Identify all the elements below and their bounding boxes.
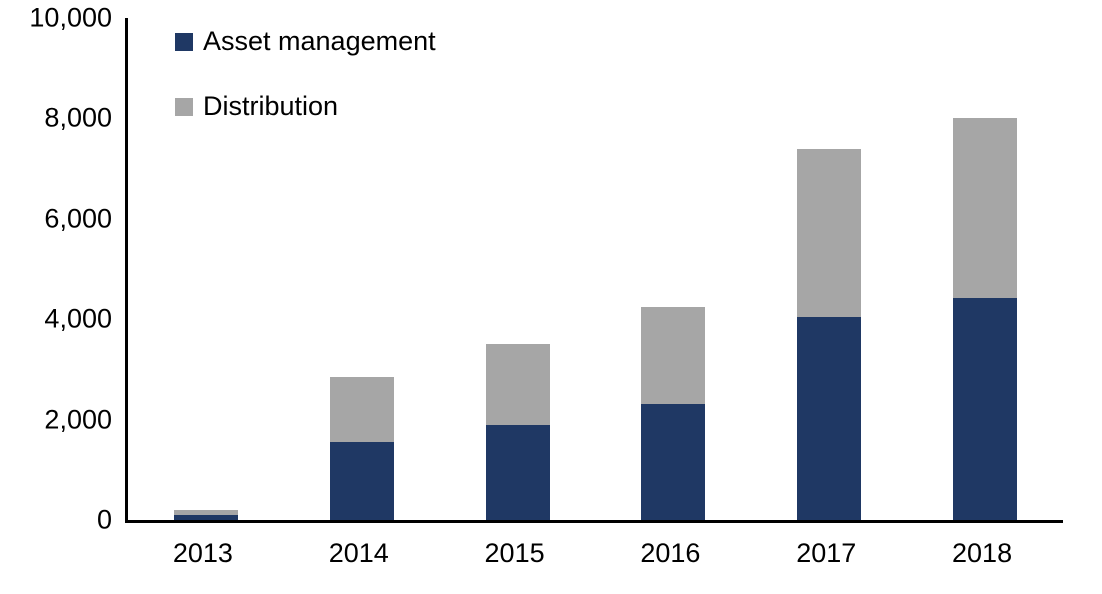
- legend-label: Asset management: [203, 26, 436, 56]
- stacked-bar: [797, 18, 862, 520]
- stacked-bar: [485, 18, 550, 520]
- legend-swatch: [175, 32, 193, 51]
- x-axis-label: 2017: [796, 538, 857, 568]
- stacked-bar: [173, 18, 238, 520]
- bar-slot: [751, 18, 907, 520]
- y-axis-tick-label: 6,000: [44, 203, 112, 234]
- bar-slot: [907, 18, 1063, 520]
- legend-swatch: [175, 97, 193, 116]
- bar-segment-asset-management: [953, 298, 1018, 520]
- y-axis-tick-label: 2,000: [44, 404, 112, 435]
- bar-segment-asset-management: [485, 424, 550, 520]
- x-axis-label: 2018: [952, 538, 1013, 568]
- legend: Asset management Distribution: [175, 28, 436, 120]
- bar-segment-asset-management: [173, 514, 238, 520]
- y-axis-tick-label: 10,000: [29, 2, 112, 33]
- bar-segment-distribution: [173, 509, 238, 515]
- plot-area: [125, 18, 1063, 523]
- legend-label: Distribution: [203, 91, 339, 121]
- stacked-bar: [641, 18, 706, 520]
- y-axis-tick-label: 8,000: [44, 102, 112, 133]
- bar-segment-distribution: [641, 306, 706, 404]
- bar-slot: [128, 18, 284, 520]
- legend-item: Asset management: [175, 28, 436, 55]
- y-axis-tick-label: 0: [96, 504, 112, 535]
- x-axis-label: 2014: [328, 538, 389, 568]
- bar-segment-distribution: [797, 148, 862, 317]
- legend-item: Distribution: [175, 93, 436, 120]
- y-axis-tick-label: 4,000: [44, 303, 112, 334]
- bar-slot: [595, 18, 751, 520]
- x-axis-label: 2015: [484, 538, 545, 568]
- bar-segment-distribution: [485, 344, 550, 425]
- bar-segment-asset-management: [329, 442, 394, 520]
- y-axis: 0 2,000 4,000 6,000 8,000 10,000: [0, 4, 112, 533]
- bar-slot: [440, 18, 596, 520]
- x-axis: 2013 2014 2015 2016 2017 2018: [125, 540, 1060, 567]
- bar-segment-asset-management: [641, 403, 706, 520]
- bar-segment-distribution: [329, 376, 394, 443]
- stacked-bar: [329, 18, 394, 520]
- bar-segment-distribution: [953, 118, 1018, 299]
- bar-slot: [284, 18, 440, 520]
- x-axis-label: 2013: [172, 538, 233, 568]
- stacked-bar: [953, 18, 1018, 520]
- x-axis-label: 2016: [640, 538, 701, 568]
- bar-segment-asset-management: [797, 316, 862, 520]
